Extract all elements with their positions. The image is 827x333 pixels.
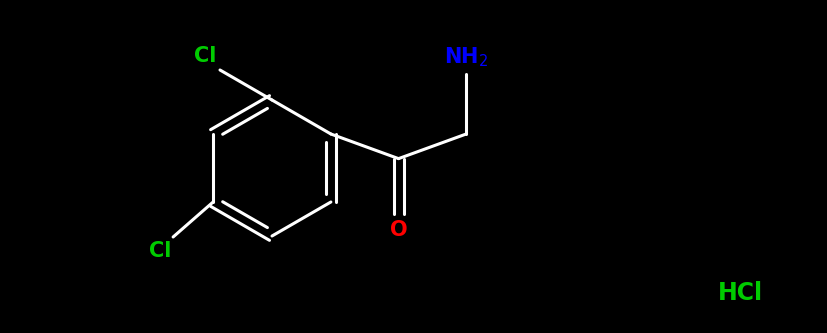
Text: NH$_2$: NH$_2$ <box>444 45 489 69</box>
Text: Cl: Cl <box>149 241 171 261</box>
Text: HCl: HCl <box>718 281 762 305</box>
Text: O: O <box>390 220 408 240</box>
Text: Cl: Cl <box>194 46 216 66</box>
